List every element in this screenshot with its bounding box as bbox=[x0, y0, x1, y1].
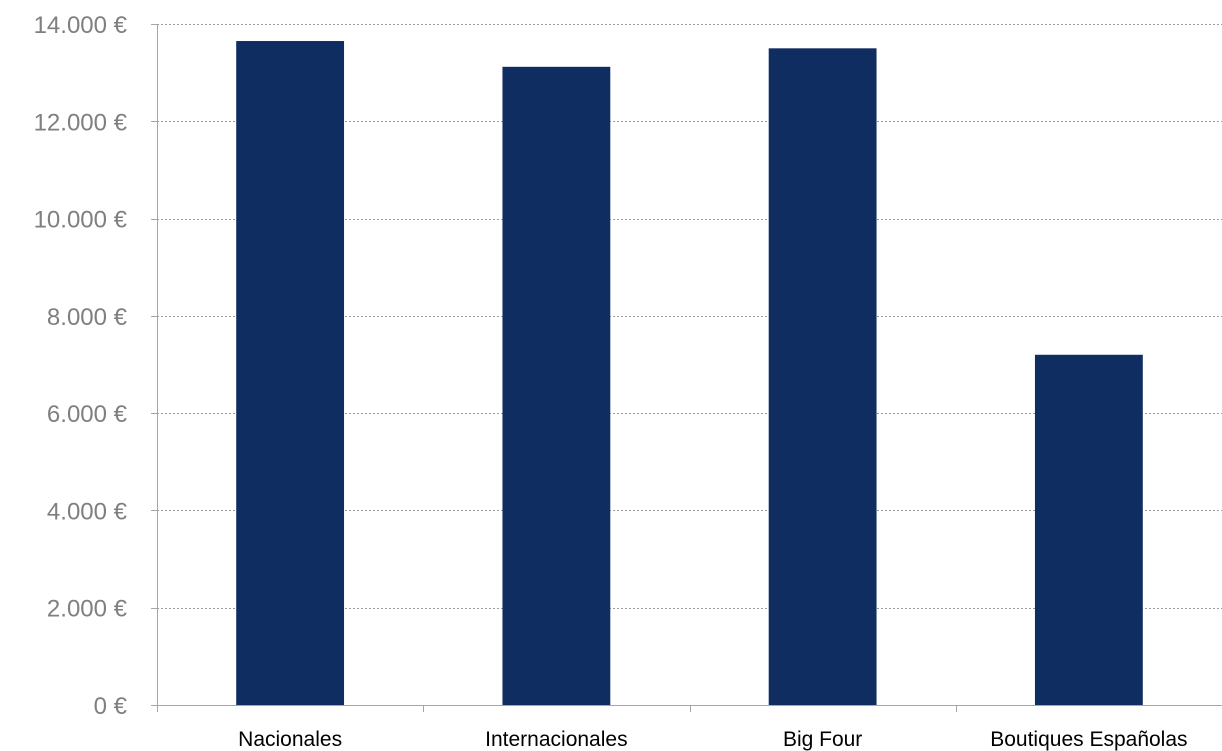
bar bbox=[236, 41, 345, 705]
x-axis-tick-labels: Nacionales Internacionales Big Four Boutiqu… bbox=[238, 728, 1187, 751]
y-tick-label: 10.000 € bbox=[34, 207, 128, 234]
bar bbox=[1034, 354, 1143, 705]
x-tick-label: Nacionales bbox=[238, 728, 342, 751]
y-tick-label: 4.000 € bbox=[47, 498, 128, 525]
bar bbox=[768, 48, 877, 706]
x-tick-label: Internacionales bbox=[485, 728, 627, 751]
y-axis-tick-labels: 0 € 2.000 € 4.000 € 6.000 € 8.000 € 10.000 € 1… bbox=[34, 12, 128, 720]
y-tick-label: 14.000 € bbox=[34, 12, 128, 39]
y-tick-label: 0 € bbox=[94, 693, 128, 720]
y-tick-label: 6.000 € bbox=[47, 401, 128, 428]
bar bbox=[502, 66, 611, 705]
x-tick-label: Big Four bbox=[783, 728, 862, 751]
y-tick-label: 12.000 € bbox=[34, 109, 128, 136]
bars bbox=[236, 41, 1143, 706]
y-tick-label: 8.000 € bbox=[47, 304, 128, 331]
y-tick-label: 2.000 € bbox=[47, 596, 128, 623]
axes bbox=[151, 24, 1222, 712]
x-tick-label: Boutiques Españolas bbox=[990, 728, 1187, 751]
